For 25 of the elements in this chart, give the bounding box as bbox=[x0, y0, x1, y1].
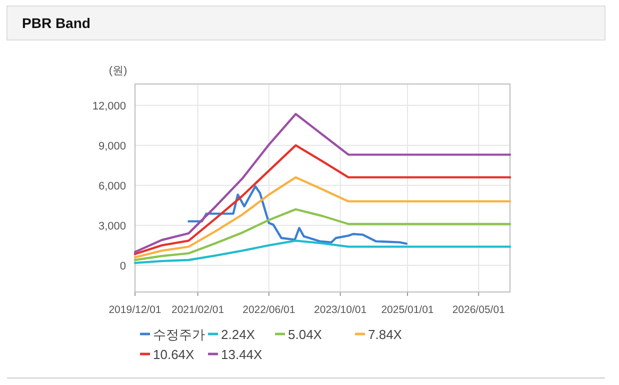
line-series bbox=[134, 112, 512, 254]
x-tick-label: 2025/01/01 bbox=[381, 304, 434, 316]
y-tick-label: 3,000 bbox=[98, 220, 126, 232]
legend-label: 2.24X bbox=[221, 327, 256, 342]
y-tick-label: 6,000 bbox=[98, 180, 126, 192]
x-tick-label: 2021/02/01 bbox=[171, 304, 224, 316]
x-tick-label: 2023/10/01 bbox=[314, 304, 367, 316]
y-tick-label: 0 bbox=[120, 260, 126, 272]
line-series bbox=[188, 185, 408, 245]
y-axis-title: (원) bbox=[108, 65, 128, 77]
legend-label: 5.04X bbox=[288, 327, 322, 342]
legend-label: 7.84X bbox=[368, 327, 402, 342]
line-series bbox=[134, 144, 512, 256]
y-tick-label: 9,000 bbox=[98, 140, 126, 152]
x-tick-label: 2026/05/01 bbox=[452, 304, 506, 316]
x-tick-label: 2019/12/01 bbox=[108, 304, 162, 316]
legend-label: 수정주가 bbox=[153, 327, 205, 342]
x-tick-label: 2022/06/01 bbox=[242, 304, 296, 316]
legend-label: 10.64X bbox=[153, 347, 195, 362]
line-series bbox=[134, 240, 512, 264]
chart-title: PBR Band bbox=[22, 15, 90, 31]
line-series bbox=[134, 176, 512, 258]
y-tick-label: 12,000 bbox=[92, 100, 126, 112]
line-series bbox=[134, 208, 512, 262]
legend-label: 13.44X bbox=[221, 347, 263, 362]
